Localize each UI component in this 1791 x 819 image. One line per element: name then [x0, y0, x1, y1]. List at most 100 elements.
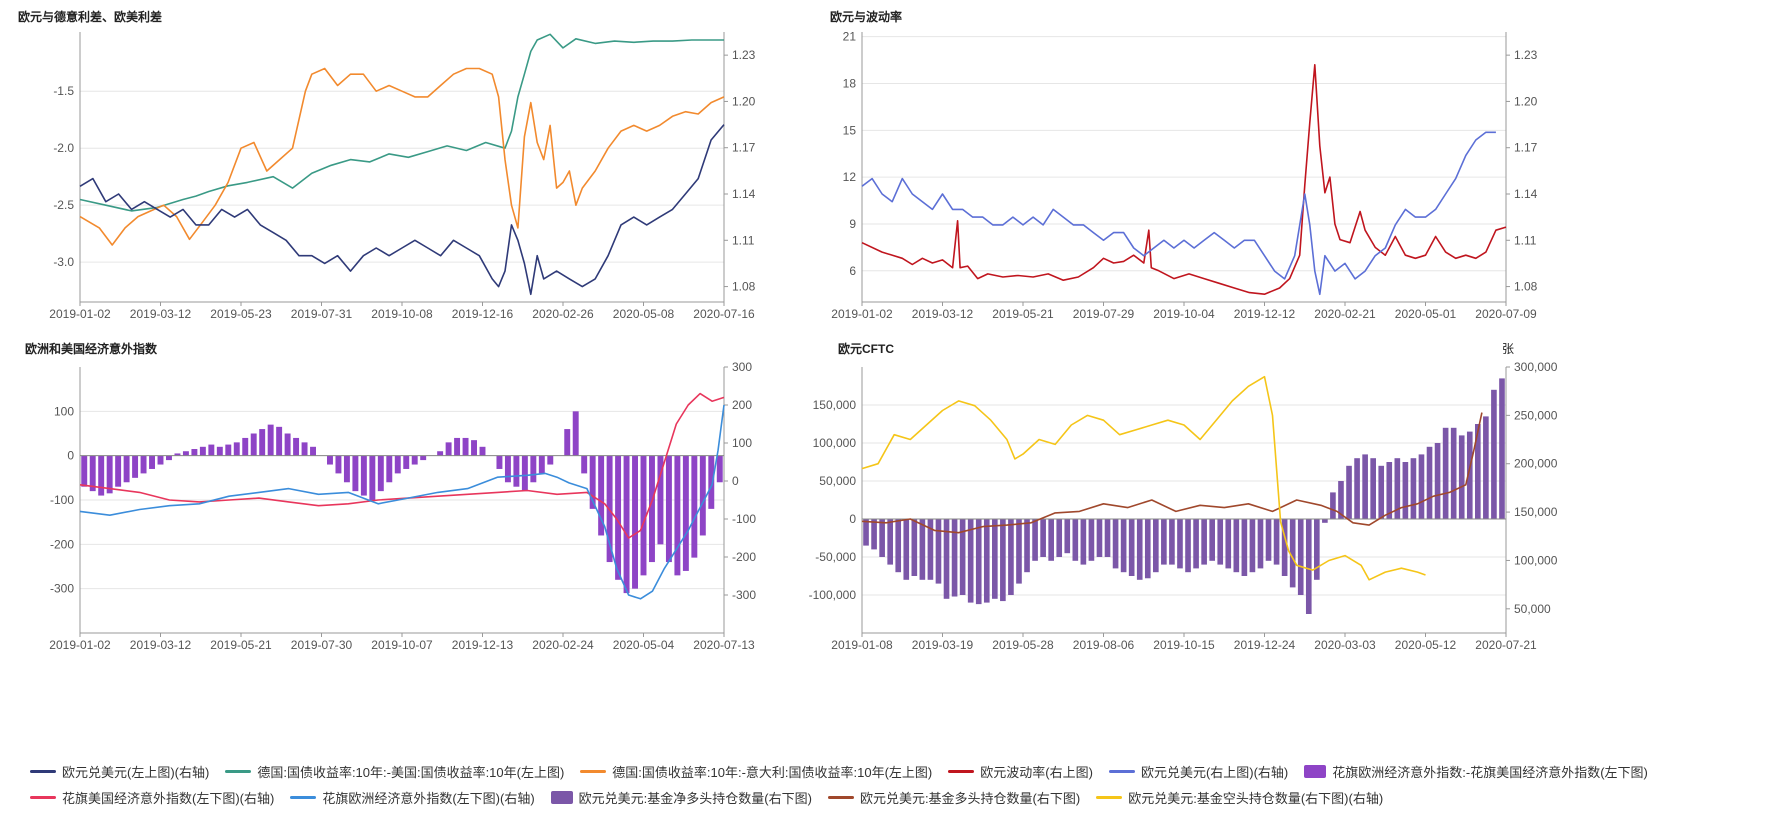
- bar: [1217, 519, 1224, 565]
- bar: [225, 444, 232, 456]
- legend-item[interactable]: 欧元兑美元(右上图)(右轴): [1108, 762, 1289, 781]
- y-left-tick-label: -3.0: [53, 255, 74, 269]
- legend-item[interactable]: 欧元波动率(右上图): [948, 762, 1093, 781]
- bar: [943, 519, 950, 599]
- bar: [140, 455, 147, 474]
- legend-label: 欧元兑美元(右上图)(右轴): [1140, 764, 1289, 780]
- bar: [632, 455, 638, 589]
- bar: [1144, 519, 1151, 579]
- legend-label: 花旗欧洲经济意外指数:-花旗美国经济意外指数(左下图): [1332, 764, 1648, 780]
- bar: [1249, 519, 1256, 573]
- chart-svg-bl: 100 0 -100 -200 -300 300 200 100 0 -100 -200 -300 20…: [49, 360, 756, 652]
- bar: [1330, 492, 1336, 519]
- bar: [513, 455, 520, 487]
- bar: [1346, 465, 1352, 519]
- y-right-tick-label: 0: [732, 474, 739, 488]
- bar: [123, 455, 130, 483]
- legend-item[interactable]: 花旗欧洲经济意外指数:-花旗美国经济意外指数(左下图): [1304, 762, 1648, 781]
- legend-swatch: [948, 769, 975, 773]
- y-right-tick-label: 1.08: [732, 280, 756, 294]
- bar: [1032, 519, 1038, 561]
- bar: [895, 519, 902, 573]
- legend-swatch: [30, 795, 56, 799]
- bar: [674, 455, 681, 576]
- legend-item[interactable]: 欧元兑美元:基金净多头持仓数量(右下图): [550, 788, 812, 807]
- bar: [1394, 458, 1401, 519]
- x-tick-label: 2019-10-04: [1153, 307, 1215, 321]
- bar: [471, 440, 477, 456]
- x-tick-label: 2019-07-31: [291, 307, 353, 321]
- bar: [1281, 519, 1288, 576]
- bar: [691, 455, 698, 558]
- bar: [1096, 519, 1103, 557]
- bar: [1112, 519, 1119, 569]
- x-tick-label: 2020-02-21: [1314, 307, 1376, 321]
- chart-title: 欧元CFTC: [838, 342, 894, 356]
- legend-item[interactable]: 欧元兑美元:基金多头持仓数量(右下图): [827, 788, 1081, 807]
- y-right-tick-label: 200: [732, 398, 752, 412]
- x-tick-label: 2019-05-21: [210, 638, 272, 652]
- bar: [1354, 458, 1360, 519]
- legend-label: 欧元兑美元:基金多头持仓数量(右下图): [859, 790, 1081, 806]
- legend-swatch: [1304, 764, 1327, 778]
- y-right-tick-label: 1.17: [732, 141, 756, 155]
- x-tick-label: 2020-05-04: [613, 638, 675, 652]
- series-line: [79, 124, 725, 296]
- series-line: [861, 64, 1507, 295]
- y-right-tick-label: -200: [732, 550, 756, 564]
- bar: [106, 455, 113, 494]
- chart-svg-br: 150,000 100,000 50,000 0 -50,000 -100,000 300,…: [809, 360, 1558, 652]
- x-tick-label: 2019-03-12: [130, 638, 192, 652]
- legend-item[interactable]: 欧元兑美元(左上图)(右轴): [30, 762, 209, 781]
- x-tick-label: 2019-01-08: [831, 638, 893, 652]
- legend-item[interactable]: 花旗美国经济意外指数(左下图)(右轴): [30, 788, 274, 807]
- bar: [1024, 519, 1030, 573]
- legend-item[interactable]: 欧元兑美元:基金空头持仓数量(右下图)(右轴): [1096, 788, 1383, 807]
- y-right-tick-label: 1.20: [1514, 94, 1538, 108]
- bar: [1499, 378, 1505, 519]
- bar: [276, 426, 283, 456]
- y-right-tick-label: 100,000: [1514, 553, 1558, 567]
- bar: [208, 444, 215, 456]
- legend-item[interactable]: 花旗欧洲经济意外指数(左下图)(右轴): [290, 788, 535, 807]
- y-left-tick-label: 6: [849, 264, 856, 278]
- y-right-tick-label: -100: [732, 512, 756, 526]
- bar: [98, 455, 105, 496]
- y-left-tick-label: 0: [849, 512, 856, 526]
- y-right-tick-label: 1.14: [1514, 187, 1538, 201]
- legend-label: 欧元波动率(右上图): [980, 764, 1093, 780]
- x-tick-label: 2019-07-29: [1073, 307, 1135, 321]
- bar: [369, 455, 376, 500]
- bar: [267, 424, 274, 456]
- y-left-tick-label: 50,000: [819, 474, 856, 488]
- right-axis-unit: 张: [1502, 342, 1515, 356]
- bar: [589, 455, 596, 509]
- bar: [1209, 519, 1215, 561]
- y-left-tick-label: -100,000: [809, 588, 857, 602]
- bar: [1362, 454, 1368, 519]
- y-left-tick-label: 100,000: [813, 436, 857, 450]
- bar: [1402, 462, 1409, 519]
- bar: [386, 455, 393, 483]
- y-right-tick-label: 100: [732, 436, 752, 450]
- bar: [420, 455, 427, 461]
- legend-item[interactable]: 德国:国债收益率:10年:-美国:国债收益率:10年(左上图): [225, 762, 564, 781]
- y-right-tick-label: 150,000: [1514, 505, 1558, 519]
- bar: [411, 455, 418, 465]
- bar: [301, 442, 308, 456]
- x-tick-label: 2020-07-09: [1475, 307, 1537, 321]
- x-tick-label: 2019-10-07: [371, 638, 433, 652]
- bar: [335, 455, 342, 474]
- bar: [174, 453, 181, 456]
- bar: [1466, 431, 1473, 519]
- y-left-tick-label: -100: [50, 493, 74, 507]
- bar: [394, 455, 401, 474]
- bar: [462, 437, 469, 456]
- legend-item[interactable]: 德国:国债收益率:10年:-意大利:国债收益率:10年(左上图): [580, 762, 932, 781]
- x-tick-label: 2019-03-12: [130, 307, 192, 321]
- bar: [640, 455, 647, 576]
- x-tick-label: 2020-05-01: [1395, 307, 1457, 321]
- bar: [564, 429, 571, 456]
- y-left-tick-label: -200: [50, 537, 74, 551]
- bar: [1233, 519, 1240, 573]
